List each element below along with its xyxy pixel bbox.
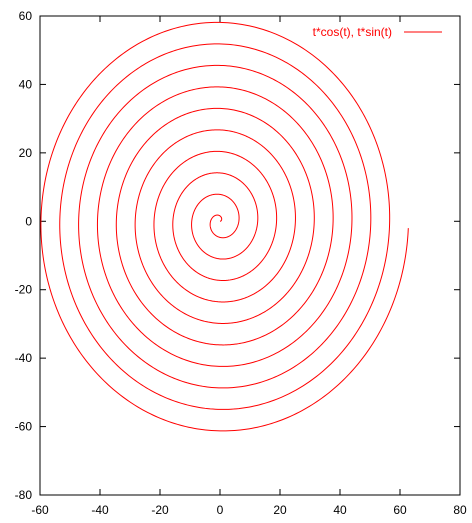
- legend: t*cos(t), t*sin(t): [313, 25, 442, 39]
- x-tick-label: 0: [217, 503, 224, 517]
- y-tick-label: -60: [15, 420, 33, 434]
- x-tick-label: 60: [393, 503, 407, 517]
- spiral-series-line: [40, 21, 409, 432]
- y-tick-label: -80: [15, 488, 33, 502]
- y-tick-label: 0: [25, 214, 32, 228]
- y-axis-ticks: 60 40 20 0 -20 -40 -60 -80: [15, 9, 460, 502]
- x-axis-ticks: -60 -40 -20 0 20 40 60 80: [31, 16, 467, 517]
- x-tick-label: -60: [31, 503, 49, 517]
- x-tick-label: 80: [453, 503, 467, 517]
- y-tick-label: 60: [19, 9, 33, 23]
- y-tick-label: 40: [19, 77, 33, 91]
- x-tick-label: -40: [91, 503, 109, 517]
- x-tick-label: -20: [151, 503, 169, 517]
- y-tick-label: -40: [15, 351, 33, 365]
- x-tick-label: 40: [333, 503, 347, 517]
- y-tick-label: -20: [15, 283, 33, 297]
- legend-label: t*cos(t), t*sin(t): [313, 25, 392, 39]
- plot-frame: [39, 15, 461, 496]
- y-tick-label: 20: [19, 146, 33, 160]
- x-tick-label: 20: [273, 503, 287, 517]
